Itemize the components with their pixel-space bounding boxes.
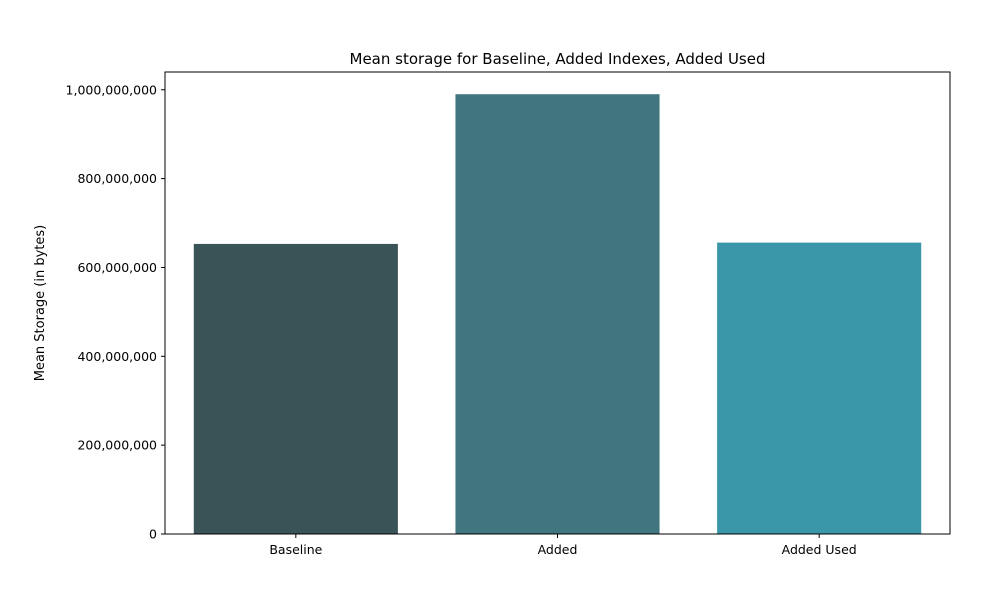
x-axis-ticks: Baseline Added Added Used — [269, 534, 857, 557]
y-tick-label: 200,000,000 — [77, 438, 157, 453]
plot-frame — [164, 71, 951, 535]
y-tick-label: 400,000,000 — [77, 349, 157, 364]
y-axis-label: Mean Storage (in bytes) — [33, 225, 48, 382]
y-tick-label: 600,000,000 — [77, 260, 157, 275]
x-tick-label: Added Used — [782, 542, 857, 557]
bar-added-used — [717, 242, 922, 535]
y-tick-label: 0 — [149, 527, 157, 542]
bar-added — [455, 94, 660, 534]
x-tick-label: Added — [538, 542, 578, 557]
chart-title: Mean storage for Baseline, Added Indexes… — [350, 50, 766, 68]
bars-group — [193, 94, 922, 535]
x-tick-label: Baseline — [269, 542, 322, 557]
y-tick-label: 1,000,000,000 — [66, 82, 157, 97]
y-tick-label: 800,000,000 — [77, 171, 157, 186]
bar-baseline — [193, 243, 398, 535]
y-axis-ticks: 0 200,000,000 400,000,000 600,000,000 800,00… — [66, 82, 165, 542]
